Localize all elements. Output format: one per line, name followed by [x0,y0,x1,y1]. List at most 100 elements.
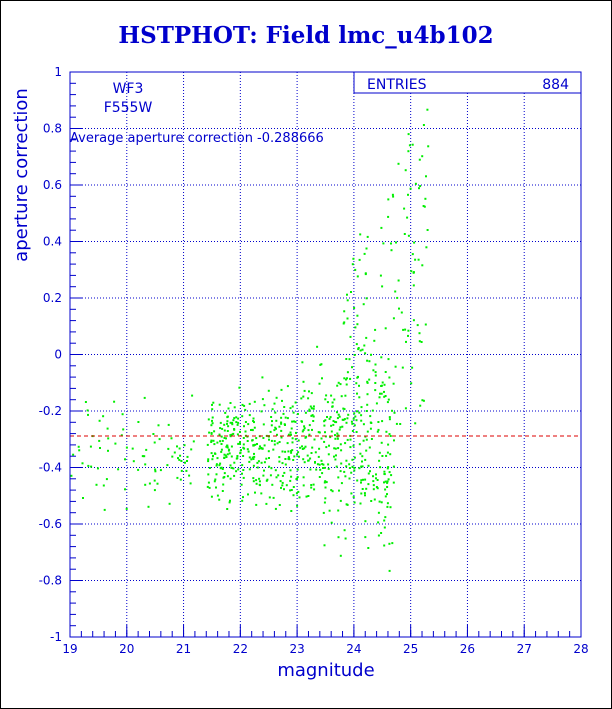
data-point [220,443,223,445]
data-point [309,405,312,408]
data-point [350,492,353,495]
data-point [306,454,309,457]
data-point [393,411,396,414]
data-point [215,486,217,489]
data-point [424,197,427,200]
data-point [259,445,261,448]
data-point [380,384,383,387]
data-point [326,416,328,418]
data-point [356,275,359,278]
data-point [275,396,278,399]
data-point [290,450,293,452]
data-point [330,430,333,433]
data-point [398,307,400,310]
data-point [330,424,333,427]
data-point [219,427,222,430]
data-point [284,463,287,466]
data-point [352,444,355,447]
data-point [125,446,128,449]
data-point [340,395,343,398]
data-point [117,468,120,471]
data-point [271,408,274,411]
data-point [227,407,230,410]
data-point [273,402,276,405]
data-point [365,487,368,490]
data-point [351,458,354,461]
data-point [419,404,422,407]
data-point [231,421,234,424]
data-point [336,411,338,414]
data-point [282,412,285,415]
data-point [339,443,342,446]
data-point [302,484,305,487]
data-point [378,500,381,503]
x-tick-label: 26 [460,642,475,656]
data-point [304,411,307,414]
data-point [392,382,395,385]
data-point [226,430,229,432]
data-point [260,492,263,495]
data-point [289,489,292,492]
data-point [226,422,228,425]
data-point [343,418,346,421]
data-point [153,489,156,492]
data-point [284,450,287,453]
data-point [372,484,375,487]
data-point [387,358,390,361]
data-point [386,401,389,404]
data-point [211,422,214,425]
data-point [300,420,303,423]
data-point [345,358,348,360]
data-point [241,499,244,502]
data-point [292,411,295,414]
data-point [229,434,232,437]
data-point [368,360,371,363]
data-point [252,480,255,483]
data-point [360,419,363,422]
data-point [263,469,265,472]
data-point [221,439,224,442]
data-point [233,474,236,477]
data-point [141,455,144,458]
data-point [262,437,265,439]
data-point [377,511,380,514]
data-point [381,420,384,423]
data-point [275,476,278,479]
data-point [322,463,325,466]
data-point [351,263,354,266]
data-point [358,384,360,387]
data-point [285,484,288,487]
data-point [192,440,195,443]
data-point [394,290,397,293]
data-point [250,429,252,431]
data-point [289,407,292,410]
data-point [344,394,347,397]
data-point [213,452,216,455]
x-tick-label: 22 [233,642,248,656]
y-tick-label: -0.6 [39,517,62,531]
data-point [232,467,235,470]
data-point [374,389,377,392]
data-point [352,496,355,499]
data-point [233,428,236,431]
data-point [255,437,258,440]
data-point [390,474,393,477]
data-point [345,378,347,381]
data-point [213,430,216,433]
data-point [425,175,427,178]
data-point [167,423,170,426]
x-tick-label: 27 [517,642,532,656]
data-point [178,458,181,461]
data-point [353,424,356,427]
data-point [328,417,331,420]
data-point [362,423,365,426]
data-point [211,416,214,419]
data-point [376,479,379,481]
data-point [278,504,281,506]
data-point [380,356,383,359]
data-point [131,447,134,450]
data-point [359,349,362,352]
data-point [333,420,336,423]
data-point [211,408,214,411]
data-point [103,508,106,511]
